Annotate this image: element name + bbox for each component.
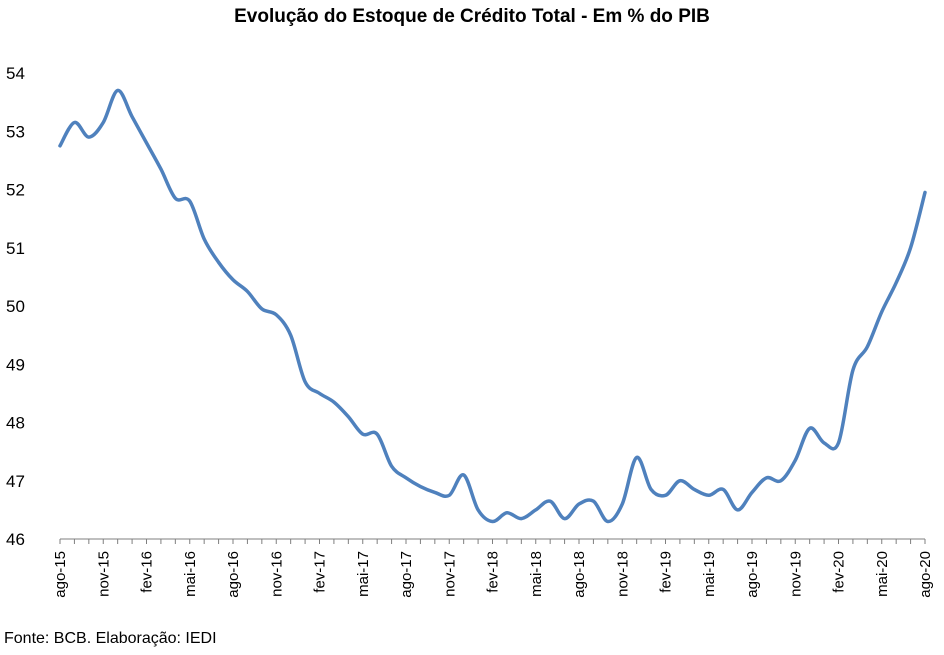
- x-tick-label: ago-18: [571, 551, 588, 598]
- series-layer: [58, 88, 927, 524]
- x-tick-label: nov-17: [441, 551, 458, 597]
- x-tick-label: mai-19: [701, 551, 718, 597]
- y-tick-label: 52: [6, 181, 25, 200]
- x-tick-label: fev-18: [485, 551, 502, 593]
- x-tick-label: nov-19: [787, 551, 804, 597]
- line-chart: 46 47 48 49 50 51 52 53 54 ago-15 nov-15 fev-16 mai…: [6, 64, 934, 598]
- y-tick-label: 53: [6, 122, 25, 141]
- x-tick-label: mai-20: [874, 551, 891, 597]
- x-tick-label: fev-20: [831, 551, 848, 593]
- x-tick-label: nov-18: [614, 551, 631, 597]
- x-tick-label: ago-20: [917, 551, 934, 598]
- y-tick-label: 49: [6, 355, 25, 374]
- x-tick-label: fev-16: [139, 551, 156, 593]
- y-tick-label: 54: [6, 64, 25, 83]
- y-tick-label: 51: [6, 239, 25, 258]
- x-tick-label: ago-17: [398, 551, 415, 598]
- chart-title: Evolução do Estoque de Crédito Total - E…: [234, 6, 710, 27]
- x-tick-label: mai-17: [355, 551, 372, 597]
- source-note: Fonte: BCB. Elaboração: IEDI: [4, 630, 217, 647]
- x-tick-label: mai-18: [528, 551, 545, 597]
- x-tick-label: nov-15: [95, 551, 112, 597]
- y-tick-label: 46: [6, 530, 25, 549]
- x-tick-label: nov-16: [268, 551, 285, 597]
- y-tick-label: 47: [6, 472, 25, 491]
- series-line: [58, 88, 927, 524]
- x-tick-label: ago-16: [225, 551, 242, 598]
- y-tick-label: 48: [6, 414, 25, 433]
- y-axis: 46 47 48 49 50 51 52 53 54: [6, 64, 25, 549]
- x-tick-label: mai-16: [182, 551, 199, 597]
- y-tick-label: 50: [6, 297, 25, 316]
- x-tick-label: ago-19: [744, 551, 761, 598]
- x-tick-label: fev-19: [658, 551, 675, 593]
- x-tick-label: ago-15: [52, 551, 69, 598]
- x-tick-label: fev-17: [312, 551, 329, 593]
- x-axis: ago-15 nov-15 fev-16 mai-16 ago-16 nov-16 fev-…: [52, 538, 934, 598]
